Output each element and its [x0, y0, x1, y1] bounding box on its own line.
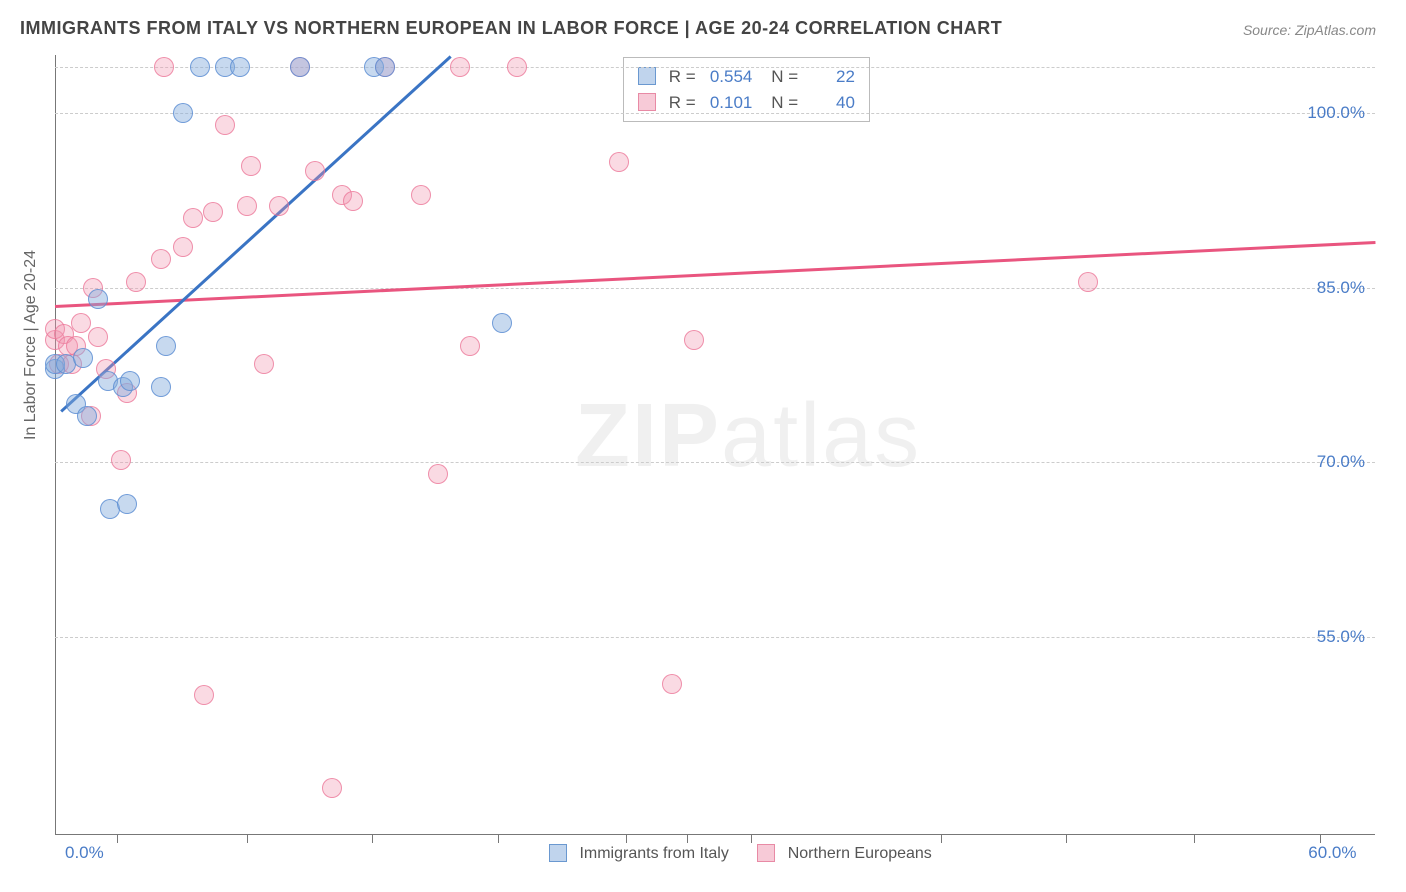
x-tick-mark: [626, 835, 627, 843]
marker-blue: [151, 377, 171, 397]
stats-r-label: R =: [669, 67, 701, 86]
gridline: [55, 288, 1375, 289]
x-tick-mark: [687, 835, 688, 843]
marker-pink: [305, 161, 325, 181]
stats-n-value: 22: [803, 64, 855, 90]
swatch-blue-icon: [638, 67, 656, 85]
x-tick-mark: [372, 835, 373, 843]
swatch-blue-icon: [549, 844, 567, 862]
stats-n-value: 40: [803, 90, 855, 116]
legend-label-blue: Immigrants from Italy: [579, 845, 728, 862]
marker-blue: [375, 57, 395, 77]
marker-blue: [230, 57, 250, 77]
marker-pink: [460, 336, 480, 356]
marker-pink: [269, 196, 289, 216]
y-axis-label: In Labor Force | Age 20-24: [22, 250, 40, 440]
marker-pink: [254, 354, 274, 374]
marker-pink: [322, 778, 342, 798]
y-tick-label: 70.0%: [1317, 452, 1365, 472]
marker-blue: [73, 348, 93, 368]
marker-pink: [609, 152, 629, 172]
swatch-pink-icon: [638, 93, 656, 111]
x-tick-mark: [117, 835, 118, 843]
x-axis: [55, 834, 1375, 835]
marker-pink: [173, 237, 193, 257]
marker-pink: [215, 115, 235, 135]
stats-r-value: 0.101: [700, 90, 752, 116]
marker-pink: [126, 272, 146, 292]
marker-blue: [117, 494, 137, 514]
watermark: ZIPatlas: [575, 385, 921, 488]
marker-pink: [151, 249, 171, 269]
marker-blue: [156, 336, 176, 356]
marker-pink: [111, 450, 131, 470]
marker-pink: [241, 156, 261, 176]
marker-pink: [183, 208, 203, 228]
bottom-legend: Immigrants from Italy Northern Europeans: [525, 844, 932, 863]
x-tick-mark: [498, 835, 499, 843]
x-tick-mark: [751, 835, 752, 843]
marker-blue: [290, 57, 310, 77]
marker-pink: [203, 202, 223, 222]
marker-blue: [120, 371, 140, 391]
x-tick-label: 60.0%: [1308, 843, 1356, 863]
stats-row-pink: R = 0.101 N = 40: [638, 90, 855, 116]
stats-r-label: R =: [669, 93, 701, 112]
x-tick-mark: [1066, 835, 1067, 843]
marker-blue: [173, 103, 193, 123]
marker-pink: [1078, 272, 1098, 292]
marker-pink: [684, 330, 704, 350]
chart-title: IMMIGRANTS FROM ITALY VS NORTHERN EUROPE…: [20, 18, 1002, 39]
swatch-pink-icon: [757, 844, 775, 862]
marker-pink: [662, 674, 682, 694]
plot-area: ZIPatlas R = 0.554 N = 22 R = 0.101 N = …: [55, 55, 1375, 835]
stats-r-value: 0.554: [700, 64, 752, 90]
marker-pink: [507, 57, 527, 77]
x-tick-label: 0.0%: [65, 843, 104, 863]
marker-pink: [450, 57, 470, 77]
x-tick-mark: [1194, 835, 1195, 843]
gridline: [55, 67, 1375, 68]
marker-blue: [77, 406, 97, 426]
marker-pink: [428, 464, 448, 484]
marker-pink: [343, 191, 363, 211]
y-tick-label: 55.0%: [1317, 627, 1365, 647]
x-tick-mark: [247, 835, 248, 843]
gridline: [55, 637, 1375, 638]
marker-blue: [492, 313, 512, 333]
gridline: [55, 462, 1375, 463]
y-tick-label: 100.0%: [1307, 103, 1365, 123]
marker-pink: [194, 685, 214, 705]
marker-blue: [88, 289, 108, 309]
marker-pink: [237, 196, 257, 216]
x-tick-mark: [1320, 835, 1321, 843]
stats-row-blue: R = 0.554 N = 22: [638, 64, 855, 90]
gridline: [55, 113, 1375, 114]
source-label: Source: ZipAtlas.com: [1243, 22, 1376, 38]
trend-line-pink: [55, 241, 1375, 308]
marker-pink: [154, 57, 174, 77]
stats-n-label: N =: [771, 93, 803, 112]
y-axis: [55, 55, 56, 835]
x-tick-mark: [941, 835, 942, 843]
legend-label-pink: Northern Europeans: [788, 845, 932, 862]
marker-pink: [88, 327, 108, 347]
marker-pink: [411, 185, 431, 205]
stats-n-label: N =: [771, 67, 803, 86]
marker-blue: [190, 57, 210, 77]
marker-pink: [71, 313, 91, 333]
y-tick-label: 85.0%: [1317, 278, 1365, 298]
